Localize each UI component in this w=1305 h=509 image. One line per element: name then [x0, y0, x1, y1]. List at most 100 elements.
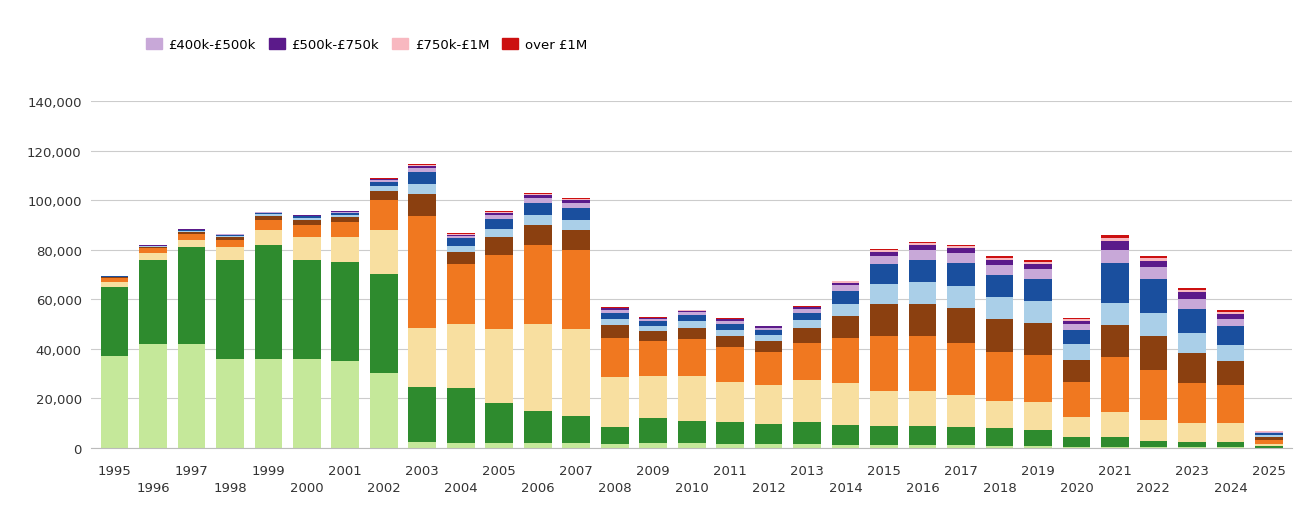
Bar [217, 240, 244, 248]
Bar [408, 166, 436, 168]
Bar [1062, 382, 1090, 417]
Bar [1178, 383, 1206, 422]
Text: 2013: 2013 [790, 464, 823, 477]
Text: 2003: 2003 [406, 464, 440, 477]
Bar [294, 225, 321, 238]
Bar [870, 336, 898, 391]
Bar [1216, 361, 1244, 386]
Text: 2010: 2010 [675, 482, 709, 494]
Bar [523, 194, 552, 195]
Bar [870, 252, 898, 257]
Bar [1024, 430, 1052, 446]
Bar [716, 348, 744, 382]
Bar [1255, 446, 1283, 448]
Bar [294, 359, 321, 448]
Bar [1216, 312, 1244, 314]
Bar [870, 257, 898, 265]
Bar [562, 250, 590, 329]
Bar [562, 231, 590, 250]
Bar [754, 328, 783, 330]
Bar [331, 223, 359, 238]
Bar [254, 217, 282, 220]
Bar [1216, 319, 1244, 326]
Bar [254, 214, 282, 215]
Bar [217, 238, 244, 240]
Bar [600, 427, 629, 444]
Bar [1024, 269, 1052, 279]
Bar [446, 265, 475, 324]
Bar [446, 252, 475, 265]
Bar [523, 324, 552, 411]
Bar [1139, 371, 1167, 420]
Bar [639, 443, 667, 448]
Bar [947, 249, 975, 254]
Bar [831, 286, 860, 292]
Bar [831, 445, 860, 448]
Bar [446, 246, 475, 252]
Bar [523, 443, 552, 448]
Bar [831, 281, 860, 282]
Bar [600, 310, 629, 313]
Bar [754, 330, 783, 335]
Bar [140, 249, 167, 254]
Bar [1101, 326, 1129, 358]
Text: 1996: 1996 [136, 482, 170, 494]
Bar [1101, 238, 1129, 241]
Bar [716, 422, 744, 444]
Bar [331, 238, 359, 263]
Bar [1101, 264, 1129, 303]
Bar [1255, 444, 1283, 446]
Bar [485, 255, 513, 329]
Bar [331, 263, 359, 361]
Bar [870, 304, 898, 336]
Bar [446, 388, 475, 443]
Bar [677, 443, 706, 448]
Bar [639, 332, 667, 342]
Text: 2007: 2007 [560, 464, 592, 477]
Bar [523, 195, 552, 196]
Text: 2014: 2014 [829, 482, 863, 494]
Bar [408, 442, 436, 448]
Bar [947, 427, 975, 445]
Bar [177, 231, 205, 232]
Bar [985, 352, 1014, 402]
Bar [1216, 326, 1244, 345]
Bar [1139, 420, 1167, 441]
Bar [639, 320, 667, 322]
Bar [1216, 310, 1244, 312]
Bar [177, 234, 205, 240]
Bar [639, 342, 667, 376]
Text: 2005: 2005 [483, 464, 515, 477]
Bar [716, 336, 744, 348]
Bar [1139, 268, 1167, 279]
Text: 2017: 2017 [944, 464, 977, 477]
Bar [639, 418, 667, 443]
Bar [254, 213, 282, 214]
Bar [140, 254, 167, 260]
Text: 2020: 2020 [1060, 482, 1094, 494]
Bar [908, 445, 937, 448]
Bar [523, 215, 552, 225]
Bar [254, 359, 282, 448]
Bar [870, 285, 898, 304]
Bar [908, 282, 937, 304]
Bar [485, 238, 513, 255]
Bar [1101, 241, 1129, 250]
Bar [1062, 319, 1090, 320]
Bar [908, 336, 937, 391]
Bar [831, 317, 860, 338]
Bar [677, 313, 706, 316]
Bar [140, 344, 167, 448]
Bar [217, 359, 244, 448]
Bar [369, 187, 398, 192]
Bar [1255, 432, 1283, 433]
Bar [369, 275, 398, 374]
Bar [947, 247, 975, 249]
Bar [294, 238, 321, 260]
Bar [1139, 258, 1167, 261]
Bar [908, 260, 937, 282]
Text: 2023: 2023 [1174, 464, 1208, 477]
Bar [254, 215, 282, 217]
Bar [485, 404, 513, 443]
Legend: £400k-£500k, £500k-£750k, £750k-£1M, over £1M: £400k-£500k, £500k-£750k, £750k-£1M, ove… [146, 39, 587, 52]
